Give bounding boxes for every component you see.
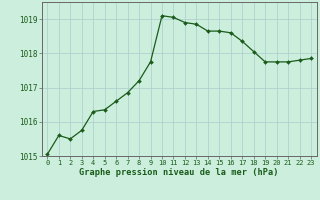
X-axis label: Graphe pression niveau de la mer (hPa): Graphe pression niveau de la mer (hPa) <box>79 168 279 177</box>
